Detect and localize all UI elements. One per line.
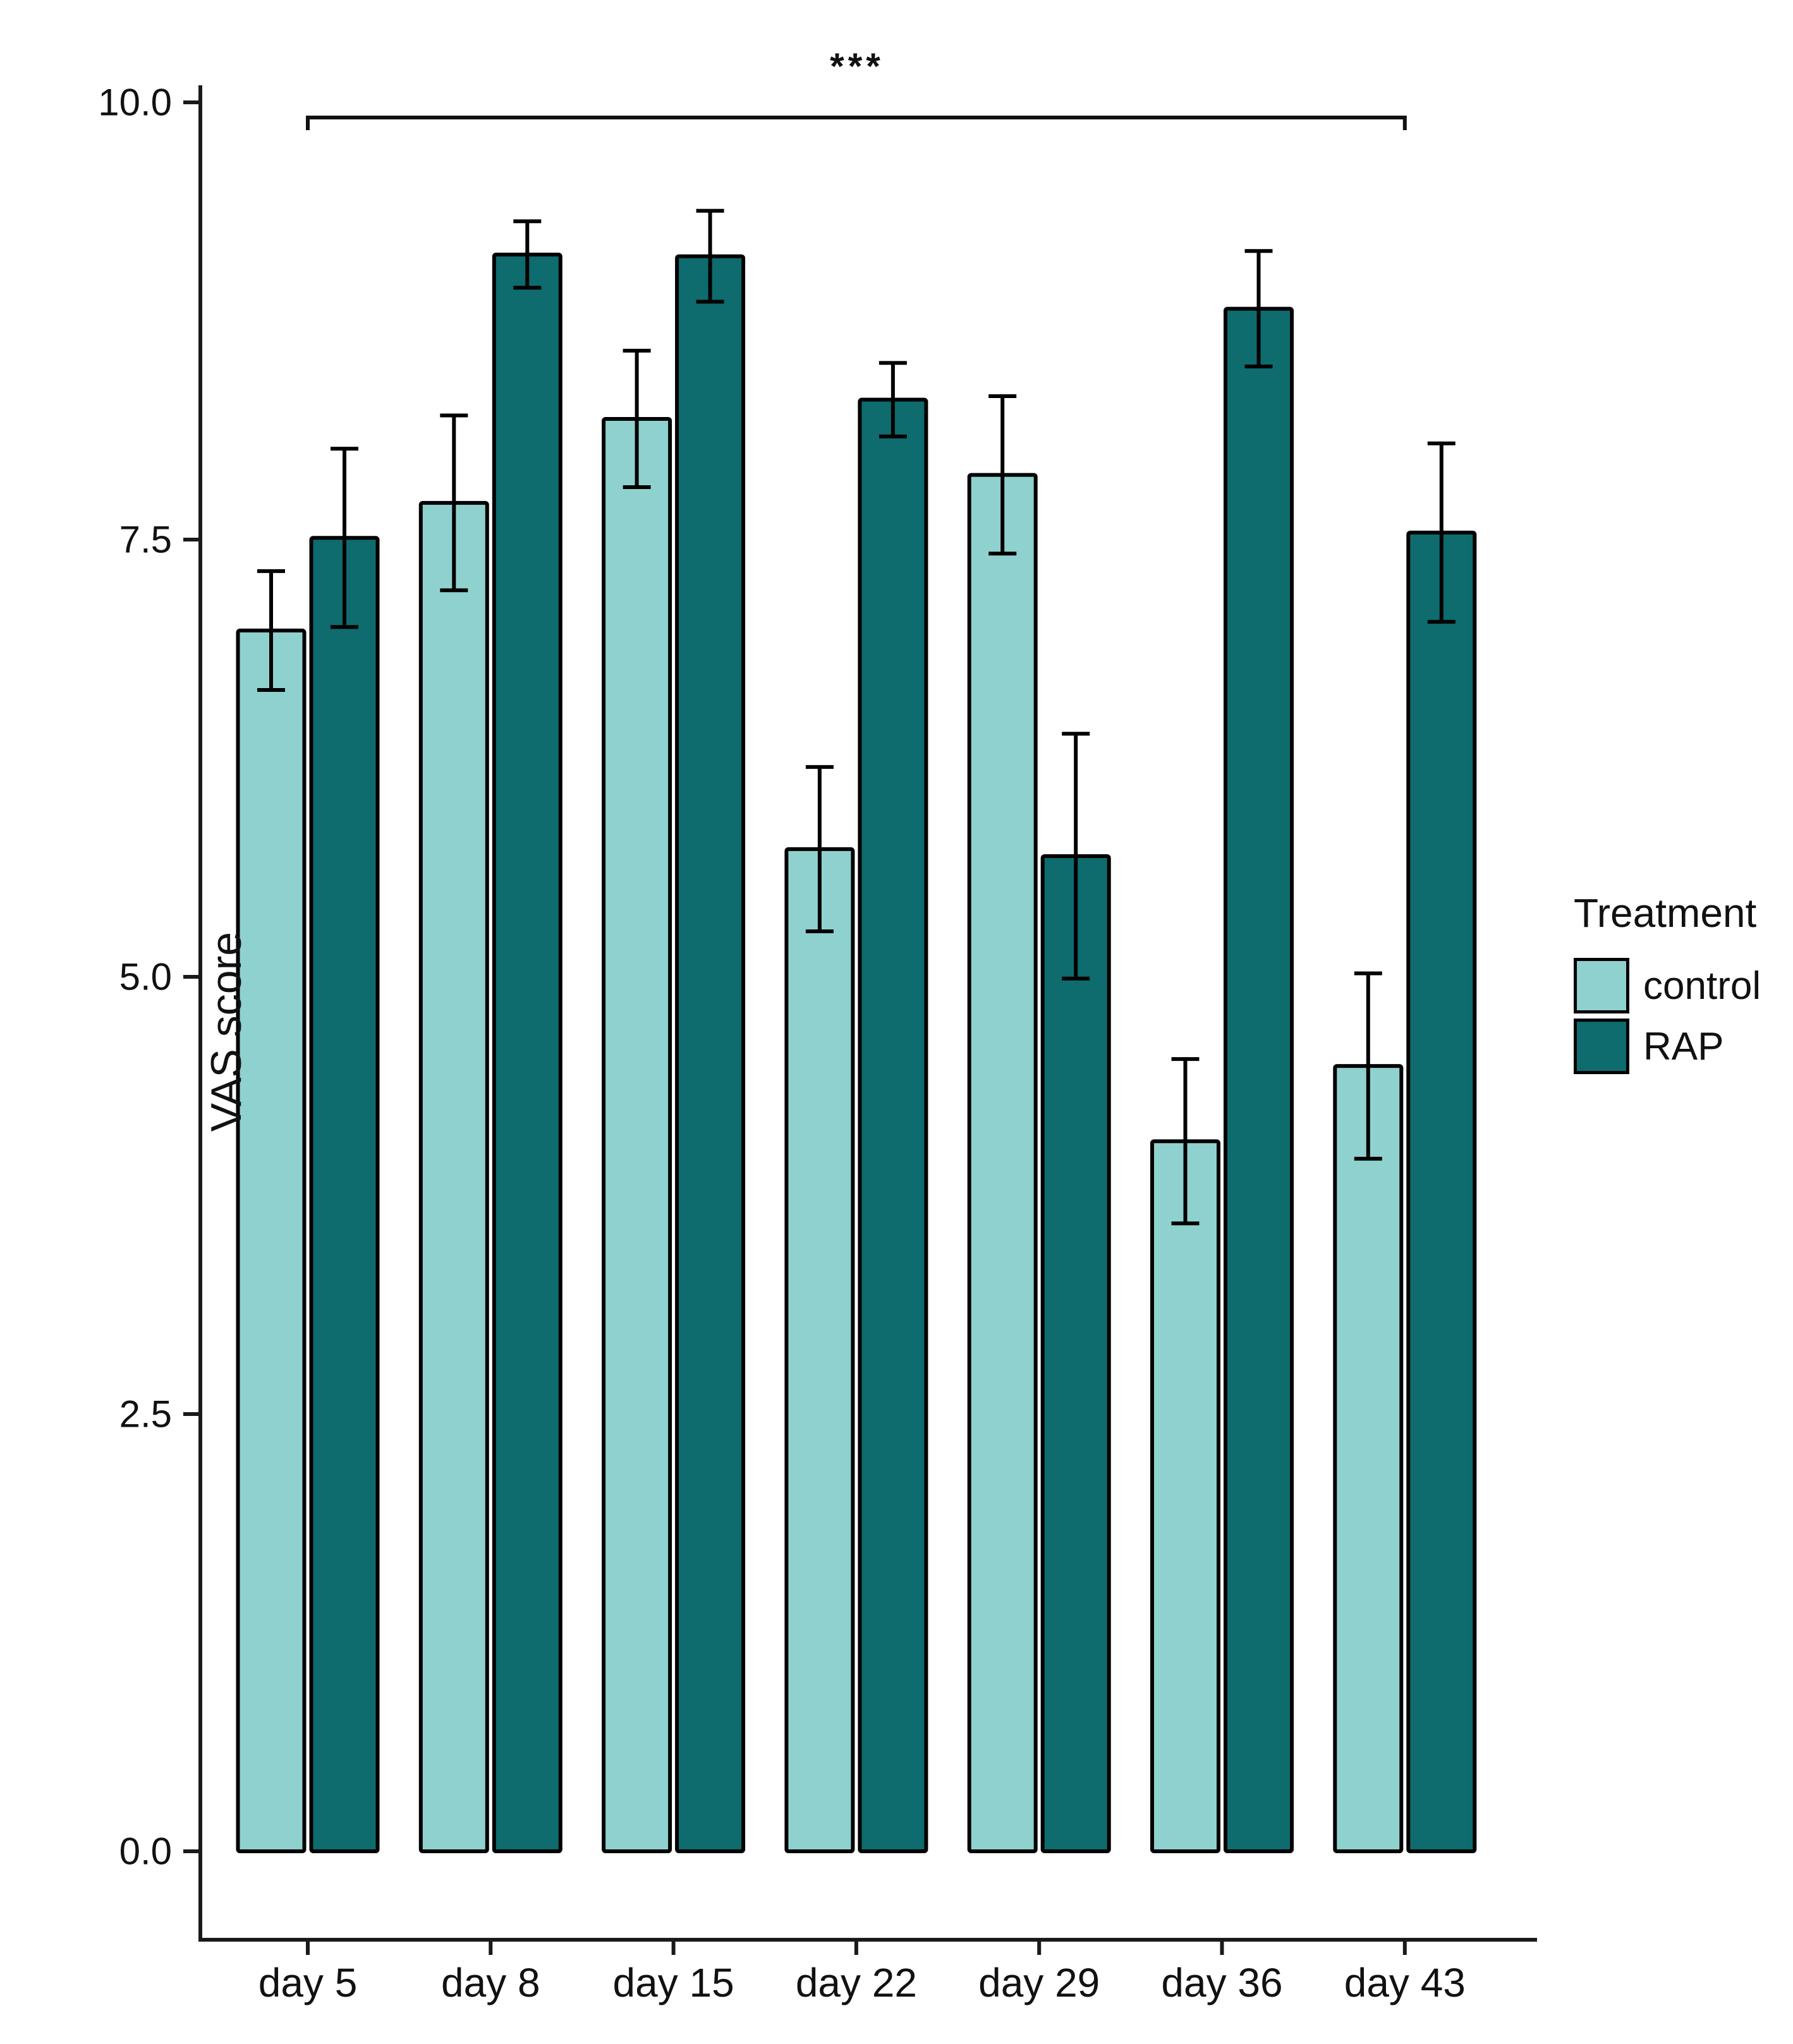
legend-item-rap: RAP — [1574, 1016, 1789, 1077]
bar-control-day-43 — [1333, 1064, 1404, 1853]
y-tick-label: 2.5 — [119, 1393, 172, 1436]
bar-control-day-8 — [418, 500, 489, 1853]
x-tick-label: day 29 — [978, 1960, 1100, 2005]
y-axis-title: VAS score — [202, 931, 250, 1132]
x-tick-label: day 43 — [1344, 1960, 1466, 2005]
legend-label-rap: RAP — [1643, 1024, 1724, 1068]
y-tick-label: 7.5 — [119, 519, 172, 561]
bar-RAP-day-5 — [309, 536, 380, 1854]
bar-RAP-day-36 — [1224, 306, 1294, 1853]
x-tick-label: day 36 — [1161, 1960, 1282, 2005]
bar-RAP-day-8 — [492, 252, 562, 1854]
legend-title: Treatment — [1574, 890, 1757, 936]
y-tick-label: 5.0 — [119, 956, 172, 998]
bar-control-day-22 — [784, 847, 855, 1853]
x-tick-label: day 5 — [258, 1960, 358, 2005]
bar-control-day-36 — [1150, 1139, 1220, 1853]
bar-RAP-day-15 — [675, 254, 746, 1854]
legend-item-control: control — [1574, 955, 1789, 1016]
legend-label-control: control — [1643, 964, 1761, 1008]
y-tick-label: 10.0 — [98, 82, 172, 124]
y-tick-label: 0.0 — [119, 1830, 172, 1873]
bar-control-day-15 — [602, 417, 672, 1853]
x-tick-label: day 15 — [613, 1960, 734, 2005]
bar-control-day-29 — [967, 473, 1038, 1853]
bar-RAP-day-29 — [1040, 854, 1111, 1853]
x-tick-label: day 8 — [441, 1960, 540, 2005]
significance-bracket — [306, 116, 1407, 130]
legend: Treatment control RAP — [1574, 890, 1789, 1077]
legend-swatch-control — [1574, 958, 1629, 1013]
legend-swatch-rap — [1574, 1019, 1629, 1074]
significance-stars: *** — [830, 46, 884, 87]
bar-RAP-day-43 — [1406, 530, 1477, 1853]
bar-RAP-day-22 — [858, 397, 928, 1853]
x-tick-label: day 22 — [796, 1960, 917, 2005]
